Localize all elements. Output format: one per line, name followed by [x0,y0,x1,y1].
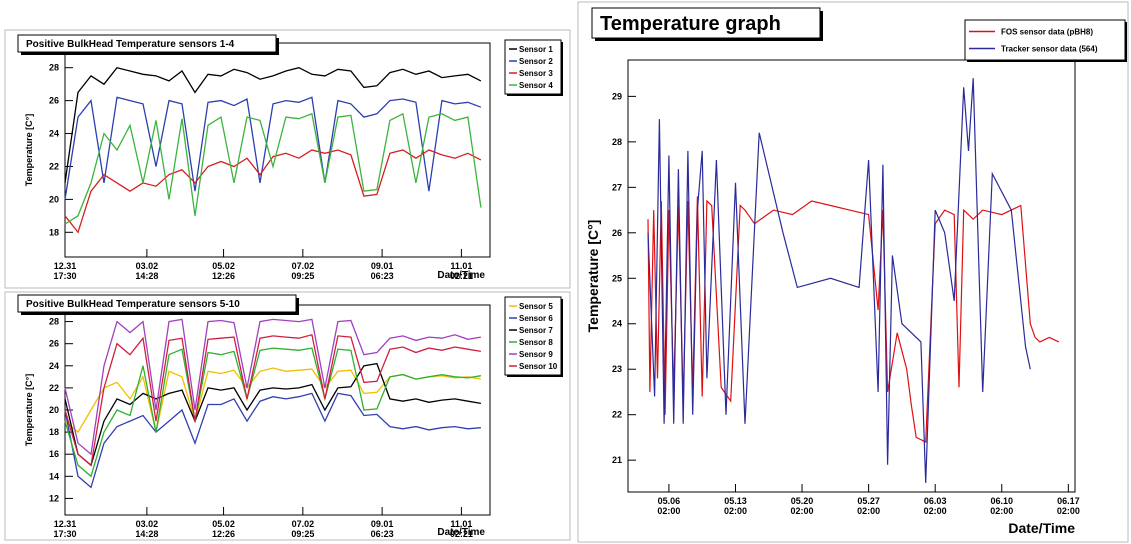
chart-title: Temperature graph [600,13,781,35]
x-tick-label: 09.01 06:23 [371,261,394,281]
series-line [64,392,481,489]
y-tick-label: 24 [612,319,622,329]
x-tick-label: 06.03 02:00 [924,496,947,516]
y-tick-label: 28 [612,137,622,147]
x-tick-label: 03.02 14:28 [135,261,158,281]
series-line [647,78,1031,483]
chart-title: Positive BulkHead Temperature sensors 5-… [26,299,240,310]
series-line [64,66,482,183]
y-tick-label: 26 [49,339,59,349]
legend-box [964,19,1126,61]
x-tick-label: 11.01 02:21 [450,261,473,281]
x-tick-label: 06.17 02:00 [1057,496,1080,516]
legend-label: Sensor 4 [519,81,553,90]
legend-label: Sensor 10 [519,362,558,371]
y-tick-label: 27 [612,182,622,192]
x-axis-label: Date/Time [1008,520,1075,536]
series-line [64,112,482,225]
x-tick-label: 09.01 06:23 [371,519,394,539]
series-line [64,318,482,456]
x-tick-label: 05.13 02:00 [724,496,747,516]
y-tick-label: 24 [49,361,59,371]
legend-label: Tracker sensor data (564) [1001,45,1098,54]
legend-label: Sensor 9 [519,350,553,359]
x-tick-label: 05.06 02:00 [657,496,680,516]
legend-label: Sensor 6 [519,314,553,323]
y-tick-label: 26 [612,228,622,238]
x-tick-label: 05.20 02:00 [791,496,814,516]
series-line [64,149,482,234]
y-tick-label: 22 [612,410,622,420]
y-tick-label: 22 [49,161,59,171]
y-tick-label: 18 [49,227,59,237]
y-tick-label: 25 [612,273,622,283]
x-tick-label: 05.27 02:00 [857,496,880,516]
title-box [17,34,277,53]
x-tick-label: 06.10 02:00 [990,496,1013,516]
x-axis-label: Date/Time [437,270,485,281]
title-box [591,7,821,39]
y-axis-label: Temperature [C°] [585,220,601,333]
y-axis-label: Temperature [C°] [24,114,34,186]
series-line [64,347,482,478]
y-tick-label: 20 [49,194,59,204]
y-axis-label: Temperature [C°] [24,374,34,446]
y-tick-label: 22 [49,383,59,393]
legend-label: Sensor 1 [519,45,553,54]
legend-label: Sensor 5 [519,302,553,311]
y-tick-label: 18 [49,427,59,437]
series-line [64,333,482,467]
x-tick-label: 07.02 09:25 [291,261,314,281]
y-tick-label: 28 [49,63,59,73]
x-axis-label: Date/Time [437,527,485,538]
y-tick-label: 20 [49,405,59,415]
y-tick-label: 23 [612,364,622,374]
x-tick-label: 07.02 09:25 [291,519,314,539]
y-tick-label: 29 [612,91,622,101]
y-tick-label: 28 [49,317,59,327]
title-box [17,294,297,313]
chart-title: Positive BulkHead Temperature sensors 1-… [26,39,235,50]
legend-box [504,296,562,376]
y-tick-label: 12 [49,493,59,503]
y-tick-label: 16 [49,449,59,459]
x-tick-label: 12.31 17:30 [53,261,76,281]
legend-label: Sensor 2 [519,57,553,66]
y-tick-label: 24 [49,129,59,139]
x-tick-label: 05.02 12:26 [212,261,235,281]
series-line [647,196,1060,443]
legend-label: Sensor 7 [519,326,553,335]
plot-frame [627,59,1076,493]
y-tick-label: 26 [49,96,59,106]
y-tick-label: 21 [612,455,622,465]
legend-label: Sensor 3 [519,69,553,78]
x-tick-label: 03.02 14:28 [135,519,158,539]
series-line [64,96,482,200]
y-tick-label: 14 [49,471,59,481]
x-tick-label: 05.02 12:26 [212,519,235,539]
x-tick-label: 12.31 17:30 [53,519,76,539]
legend-label: Sensor 8 [519,338,553,347]
x-tick-label: 11.01 02:21 [450,519,473,539]
legend-label: FOS sensor data (pBH8) [1001,28,1093,37]
